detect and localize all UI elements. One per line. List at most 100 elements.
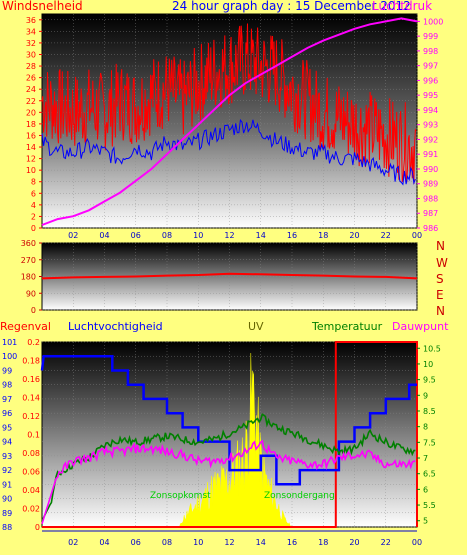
pressure-tick-label: 992 <box>423 135 438 144</box>
pressure-tick-label: 991 <box>423 150 438 159</box>
temperature-tick-label: 7 <box>423 454 428 463</box>
pressure-tick-label: 990 <box>423 165 438 174</box>
direction-tick-label: 0 <box>31 306 36 315</box>
temperature-axis: 5 5.5 6 6.5 7 7.5 8 8.5 9 9.5 10 10.5 <box>417 344 441 526</box>
temperature-tick-label: 10.5 <box>423 344 441 353</box>
wind-speed-tick-label: 18 <box>26 120 36 129</box>
rain-tick-label: 0.12 <box>22 412 40 421</box>
wind-speed-tick-label: 10 <box>26 166 36 175</box>
temperature-label: Temperatuur <box>312 320 383 333</box>
time-tick-label: 14 <box>256 231 266 240</box>
pressure-tick-label: 999 <box>423 32 438 41</box>
rain-tick-label: 0.18 <box>22 357 40 366</box>
humidity-tick-label: 94 <box>2 438 12 447</box>
humidity-tick-label: 95 <box>2 423 12 432</box>
time-tick-label: 10 <box>193 538 203 547</box>
time-tick-label: 16 <box>287 231 297 240</box>
temperature-tick-label: 5 <box>423 517 428 526</box>
wind-speed-label: Windsnelheid <box>2 0 83 13</box>
humidity-tick-label: 91 <box>2 480 12 489</box>
pressure-tick-label: 986 <box>423 224 438 233</box>
humidity-tick-label: 98 <box>2 381 12 390</box>
wind-speed-tick-label: 28 <box>26 62 36 71</box>
compass-n-top: N <box>436 239 445 253</box>
humidity-tick-label: 93 <box>2 452 12 461</box>
time-tick-label: 04 <box>99 538 109 547</box>
rain-tick-label: 0.2 <box>27 338 40 347</box>
wind-speed-tick-label: 16 <box>26 131 36 140</box>
compass-n-bottom: N <box>436 304 445 318</box>
uv-area <box>179 353 293 528</box>
wind-speed-tick-label: 24 <box>26 85 36 94</box>
wind-speed-tick-label: 32 <box>26 39 36 48</box>
wind-direction-line <box>41 272 418 280</box>
wind-speed-tick-label: 30 <box>26 50 36 59</box>
temperature-tick-label: 10 <box>423 360 433 369</box>
direction-axis: 0 90 180 270 360 <box>21 239 42 315</box>
time-tick-label: 06 <box>131 538 141 547</box>
humidity-line <box>40 354 417 486</box>
pressure-tick-label: 988 <box>423 194 438 203</box>
sunrise-label: Zonsopkomst <box>150 491 211 501</box>
wind-average-line <box>41 118 416 186</box>
temperature-tick-label: 6 <box>423 485 428 494</box>
temperature-tick-label: 5.5 <box>423 501 436 510</box>
pressure-tick-label: 987 <box>423 209 438 218</box>
compass-e: E <box>436 288 444 302</box>
climate-series <box>40 341 418 528</box>
compass-s: S <box>436 272 444 286</box>
pressure-tick-label: 993 <box>423 121 438 130</box>
time-tick-label: 18 <box>318 231 328 240</box>
pressure-tick-label: 989 <box>423 180 438 189</box>
pressure-tick-label: 997 <box>423 62 438 71</box>
time-tick-label: 08 <box>162 231 172 240</box>
humidity-axis: 88 89 90 91 92 93 94 95 96 97 98 99 100 101 <box>2 338 17 532</box>
humidity-tick-label: 88 <box>2 523 12 532</box>
wind-speed-tick-label: 22 <box>26 97 36 106</box>
temperature-tick-label: 9 <box>423 391 428 400</box>
rain-line <box>42 341 418 528</box>
rain-tick-label: 0.04 <box>22 486 40 495</box>
wind-speed-line <box>41 23 417 185</box>
uv-series <box>179 353 293 528</box>
time-tick-label: 12 <box>224 538 234 547</box>
direction-tick-label: 90 <box>26 289 36 298</box>
wind-speed-tick-label: 34 <box>26 27 36 36</box>
humidity-tick-label: 92 <box>2 466 12 475</box>
time-tick-label: 14 <box>256 538 266 547</box>
wind-speed-tick-label: 6 <box>31 189 36 198</box>
time-tick-label: 12 <box>224 231 234 240</box>
wind-speed-tick-label: 26 <box>26 74 36 83</box>
rain-tick-label: 0.02 <box>22 505 40 514</box>
time-tick-label: 06 <box>131 231 141 240</box>
time-tick-label: 16 <box>287 538 297 547</box>
time-tick-label: 22 <box>381 231 391 240</box>
pressure-tick-label: 996 <box>423 76 438 85</box>
time-tick-label: 10 <box>193 231 203 240</box>
chart-title: 24 hour graph day : 15 December 2012 <box>172 0 411 13</box>
rain-tick-label: 0.14 <box>22 394 40 403</box>
wind-speed-tick-label: 2 <box>31 212 36 221</box>
time-tick-label: 20 <box>349 231 359 240</box>
pressure-axis: 986 987 988 989 990 991 992 993 994 995 996 997 998 9… <box>417 17 443 233</box>
dewpoint-label: Dauwpunt <box>392 320 449 333</box>
time-tick-label: 04 <box>99 231 109 240</box>
time-tick-label: 22 <box>381 538 391 547</box>
wind-series <box>41 17 418 226</box>
compass-w: W <box>436 256 448 270</box>
rain-tick-label: 0.06 <box>22 468 40 477</box>
pressure-line <box>41 17 418 226</box>
rain-tick-label: 0.1 <box>27 431 40 440</box>
time-tick-label: 08 <box>162 538 172 547</box>
direction-series <box>41 272 418 280</box>
humidity-tick-label: 89 <box>2 509 12 518</box>
direction-tick-label: 270 <box>21 256 36 265</box>
sunset-label: Zonsondergang <box>264 491 335 501</box>
wind-speed-tick-label: 12 <box>26 155 36 164</box>
humidity-tick-label: 97 <box>2 395 12 404</box>
time-tick-label: 20 <box>349 538 359 547</box>
direction-tick-label: 360 <box>21 239 36 248</box>
wind-speed-tick-label: 36 <box>26 16 36 25</box>
temperature-tick-label: 9.5 <box>423 376 436 385</box>
